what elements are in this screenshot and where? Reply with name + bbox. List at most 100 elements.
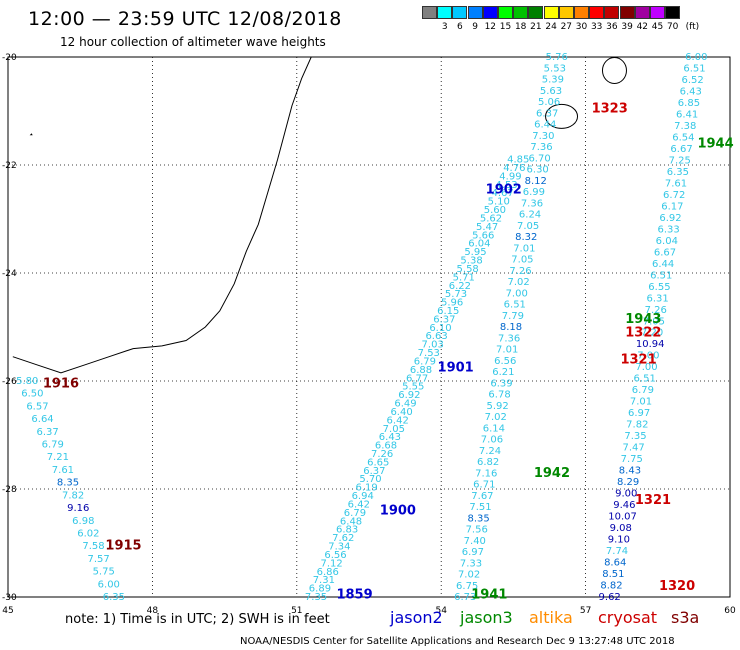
swh-value-label: 7.24: [479, 446, 501, 457]
swh-value-label: 6.89: [309, 584, 331, 595]
swh-value-label: 7.36: [530, 142, 552, 153]
swh-value-label: 6.15: [437, 306, 459, 317]
legend-item-cryosat: cryosat: [598, 608, 658, 627]
scale-tick-label: 30: [575, 22, 588, 32]
swh-value-label: 5.39: [542, 75, 564, 86]
swh-value-label: 6.10: [429, 323, 451, 334]
swh-value-label: 6.55: [648, 282, 670, 293]
swh-value-label: 7.53: [418, 348, 440, 359]
swh-value-label: 6.51: [650, 270, 672, 281]
swh-value-label: 8.18: [500, 322, 522, 333]
swh-value-label: 6.65: [367, 457, 389, 468]
scale-tick-label: 39: [621, 22, 633, 32]
scale-tick-label: 6: [457, 22, 463, 32]
swh-value-label: 8.43: [619, 466, 641, 477]
swh-value-label: 6.79: [42, 440, 64, 451]
y-tick-label: -26: [2, 377, 17, 387]
swh-value-label: 6.14: [483, 423, 505, 434]
footer-note: note: 1) Time is in UTC; 2) SWH is in fe…: [65, 612, 330, 627]
swh-value-label: 4.99: [499, 171, 521, 182]
swh-value-label: 5.10: [488, 197, 510, 208]
swh-value-label: 6.44: [652, 259, 674, 270]
swh-value-label: 6.49: [394, 399, 416, 410]
swh-value-label: 7.33: [460, 558, 482, 569]
swh-value-label: 8.32: [515, 232, 537, 243]
swh-value-label: 6.79: [344, 508, 366, 519]
swh-value-label: 6.40: [390, 407, 412, 418]
swh-value-label: 5.63: [540, 86, 562, 97]
swh-value-label: 7.74: [606, 546, 628, 557]
x-tick-label: 51: [291, 606, 302, 616]
scale-tick-label: 24: [545, 22, 557, 32]
chart-subtitle: 12 hour collection of altimeter wave hei…: [60, 35, 326, 49]
swh-value-label: 6.97: [462, 547, 484, 558]
swh-value-label: 6.99: [523, 187, 545, 198]
swh-value-label: 5.73: [445, 289, 467, 300]
swh-value-label: 6.48: [340, 516, 362, 527]
swh-value-label: 6.83: [336, 525, 358, 536]
swh-value-label: 7.30: [532, 131, 554, 142]
swh-value-label: 7.16: [475, 468, 497, 479]
swh-value-label: 7.35: [624, 431, 646, 442]
swh-value-label: 5.70: [359, 474, 381, 485]
swh-value-label: 6.63: [425, 331, 447, 342]
swh-value-label: 7.31: [313, 575, 335, 586]
swh-value-label: 7.26: [371, 449, 393, 460]
swh-value-label: 5.96: [441, 298, 463, 309]
scale-tick-label: 45: [651, 22, 664, 32]
swh-value-label: 7.67: [471, 491, 493, 502]
swh-value-label: 6.54: [672, 132, 694, 143]
swh-value-label: 8.35: [57, 478, 79, 489]
swh-value-label: 6.37: [536, 108, 558, 119]
scale-swatch: [498, 6, 513, 19]
swh-value-label: 7.12: [320, 558, 342, 569]
x-tick-label: 48: [147, 606, 159, 616]
y-tick-label: -28: [2, 485, 17, 495]
swh-value-label: 7.05: [643, 316, 665, 327]
swh-value-label: 9.00: [615, 489, 637, 500]
swh-value-label: 7.06: [481, 435, 503, 446]
scale-swatch: [437, 6, 453, 19]
scale-tick-label: 18: [514, 22, 527, 32]
swh-value-label: 6.67: [670, 144, 692, 155]
swh-value-label: 5.53: [544, 63, 566, 74]
scale-unit-label: (ft): [685, 22, 700, 32]
swh-value-label: 7.58: [82, 541, 104, 552]
x-tick-label: 57: [580, 606, 591, 616]
x-tick-label: 45: [2, 606, 13, 616]
footer-credit: NOAA/NESDIS Center for Satellite Applica…: [240, 636, 675, 647]
swh-value-label: 7.02: [458, 570, 480, 581]
swh-value-label: 6.37: [37, 427, 59, 438]
swh-value-label: 6.57: [26, 401, 48, 412]
swh-value-label: 9.10: [608, 535, 630, 546]
swh-value-label: 8.12: [525, 176, 547, 187]
swh-value-label: 6.82: [477, 457, 499, 468]
scale-swatch: [589, 6, 605, 19]
swh-value-label: 6.35: [667, 167, 689, 178]
swh-value-label: 7.25: [669, 155, 691, 166]
swh-value-label: 7.01: [630, 397, 652, 408]
scale-tick-label: 33: [590, 22, 603, 32]
swh-value-label: 7.21: [47, 452, 69, 463]
swh-value-label: 6.68: [375, 441, 397, 452]
swh-value-label: 6.85: [678, 98, 700, 109]
reunion-island: [545, 103, 579, 129]
scale-swatch: [634, 6, 650, 19]
swh-value-label: 6.67: [654, 247, 676, 258]
pass-time-label: 1322: [625, 325, 661, 340]
scale-swatch: [422, 6, 437, 19]
swh-value-label: 7.40: [464, 536, 486, 547]
y-tick-label: -24: [2, 269, 17, 279]
scale-swatch: [482, 6, 498, 19]
swh-value-label: 6.39: [490, 378, 512, 389]
scale-tick-label: 9: [472, 22, 478, 32]
small-island: [29, 133, 33, 136]
swh-value-label: 6.51: [634, 374, 656, 385]
swh-value-label: 4.53: [495, 180, 517, 191]
swh-value-label: 7.57: [87, 554, 109, 565]
swh-value-label: 6.86: [317, 567, 339, 578]
pass-time-label: 1941: [471, 587, 507, 602]
swh-value-label: 8.82: [600, 581, 622, 592]
legend-item-altika: altika: [529, 608, 573, 627]
swh-value-label: 7.38: [674, 121, 696, 132]
